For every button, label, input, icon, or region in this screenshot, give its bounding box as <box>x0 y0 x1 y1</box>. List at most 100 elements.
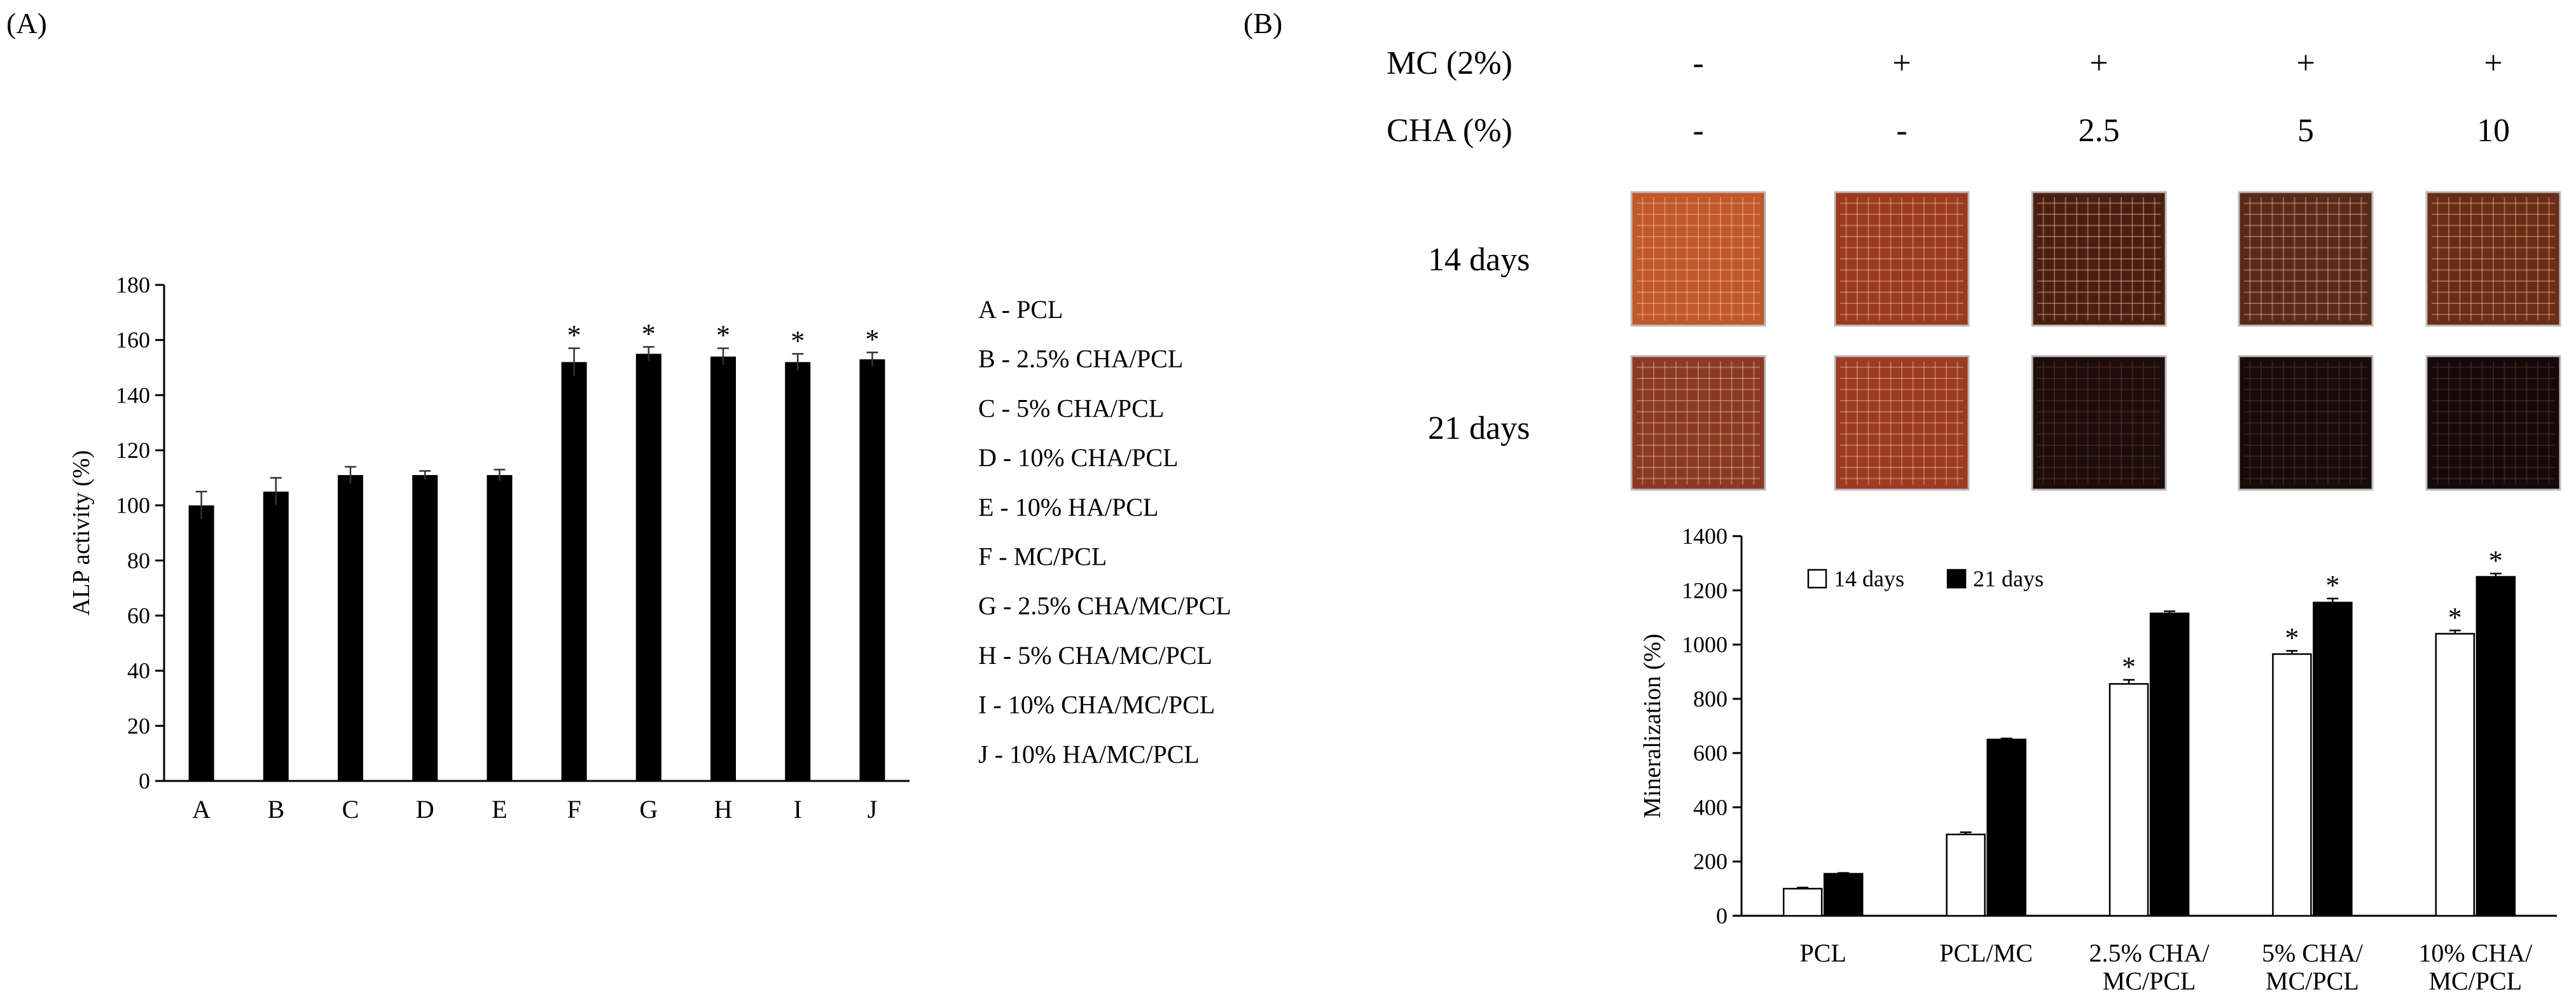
bar-14-days <box>2272 653 2312 917</box>
y-axis-title: ALP activity (%) <box>68 450 95 616</box>
y-tick-label: 80 <box>127 548 150 573</box>
x-tick-label: MC/PCL <box>2428 967 2522 994</box>
y-tick-label: 20 <box>127 713 150 738</box>
row-label-14-days: 14 days <box>1428 242 1530 278</box>
scaffold-photo <box>1834 355 1970 491</box>
bar-21-days <box>2313 602 2353 917</box>
x-tick-label: J <box>868 795 878 824</box>
mineralization-chart: 0 200 400 600 800 1000 1200 1400 PCL PCL/MC * 2.5% … <box>1639 523 2557 994</box>
bar-21-days <box>1823 873 1864 917</box>
scaffold-photo-table: MC (2%) CHA (%) 14 days 21 days - + + + + - - 2… <box>1387 45 2561 491</box>
significance-star: * <box>567 320 581 351</box>
legend-entry: A - PCL <box>978 295 1063 324</box>
scaffold-photo <box>1834 191 1970 327</box>
bar-21-days <box>2149 612 2190 917</box>
significance-star: * <box>791 325 805 356</box>
y-tick-label: 100 <box>116 493 150 518</box>
cha-value: - <box>1693 113 1703 149</box>
mc-value: + <box>2484 45 2502 81</box>
panel-a-label: (A) <box>6 7 47 39</box>
bar-14-days <box>2435 633 2476 917</box>
legend-label-21-days: 21 days <box>1973 566 2044 591</box>
scaffold-photo <box>2031 355 2167 491</box>
mc-value: + <box>1892 45 1911 81</box>
scaffold-photo <box>2425 355 2561 491</box>
significance-star: * <box>2325 570 2339 601</box>
x-tick-label: PCL <box>1800 939 1846 967</box>
bar-14-days <box>1946 833 1986 917</box>
legend-entry: D - 10% CHA/PCL <box>978 443 1178 472</box>
bar <box>487 475 513 781</box>
scaffold-photo <box>2031 191 2167 327</box>
bar-21-days <box>2476 576 2516 917</box>
mc-value: + <box>2089 45 2108 81</box>
mc-row-label: MC (2%) <box>1387 45 1513 81</box>
significance-star: * <box>2122 651 2136 682</box>
y-tick-label: 40 <box>127 658 150 684</box>
y-tick-label: 140 <box>116 382 150 408</box>
x-tick-label: D <box>416 795 434 824</box>
cha-value: - <box>1896 113 1907 149</box>
x-tick-label: I <box>794 795 802 824</box>
legend-swatch-14-days <box>1807 569 1827 589</box>
y-tick-label: 60 <box>127 603 150 628</box>
bar-14-days <box>2109 683 2149 917</box>
bar <box>412 475 438 781</box>
x-tick-label: 2.5% CHA/ <box>2089 939 2210 967</box>
y-tick-label: 200 <box>1693 849 1728 874</box>
cha-value: 10 <box>2477 113 2510 149</box>
bar-21-days <box>1986 738 2026 917</box>
x-tick-label: B <box>267 795 284 824</box>
bar <box>338 475 363 781</box>
x-tick-label: G <box>639 795 658 824</box>
mc-value: - <box>1693 45 1703 81</box>
significance-star: * <box>2448 602 2462 633</box>
legend-entry: E - 10% HA/PCL <box>978 493 1158 521</box>
legend-entry: J - 10% HA/MC/PCL <box>978 740 1200 768</box>
significance-star: * <box>2285 622 2299 653</box>
x-tick-label: C <box>342 795 359 824</box>
legend-swatch-21-days <box>1946 569 1967 589</box>
scaffold-photo <box>1630 191 1766 327</box>
legend-entry: F - MC/PCL <box>978 542 1107 571</box>
bar <box>635 354 661 781</box>
x-tick-label: MC/PCL <box>2266 967 2359 994</box>
y-tick-label: 0 <box>139 768 150 794</box>
x-tick-label: 10% CHA/ <box>2418 939 2533 967</box>
legend-entry: I - 10% CHA/MC/PCL <box>978 691 1215 719</box>
x-tick-label: A <box>192 795 211 824</box>
panel-b-label: (B) <box>1243 7 1282 39</box>
x-tick-label: F <box>567 795 581 824</box>
row-label-21-days: 21 days <box>1428 410 1530 446</box>
significance-star: * <box>2489 545 2503 576</box>
y-tick-label: 400 <box>1693 794 1728 820</box>
bar <box>710 356 736 781</box>
y-tick-label: 180 <box>116 272 150 298</box>
legend-entry: C - 5% CHA/PCL <box>978 394 1164 422</box>
alp-activity-chart: 0 20 40 60 80 100 120 140 160 180 A B C D E * F * G * H * I * J A… <box>68 272 910 824</box>
cha-value: 2.5 <box>2079 113 2120 149</box>
legend-entry: H - 5% CHA/MC/PCL <box>978 641 1212 670</box>
y-tick-label: 1000 <box>1682 632 1728 658</box>
bar <box>785 362 811 781</box>
scaffold-photo <box>2238 191 2374 327</box>
bar <box>859 359 885 781</box>
scaffold-photo <box>2238 355 2374 491</box>
legend-label-14-days: 14 days <box>1834 566 1904 591</box>
y-tick-label: 1400 <box>1682 523 1728 549</box>
cha-value: 5 <box>2297 113 2314 149</box>
significance-star: * <box>642 319 656 350</box>
legend-entry: G - 2.5% CHA/MC/PCL <box>978 591 1231 620</box>
mc-value: + <box>2296 45 2315 81</box>
significance-star: * <box>716 320 730 351</box>
bar <box>561 362 587 781</box>
legend-entry: B - 2.5% CHA/PCL <box>978 345 1183 373</box>
x-tick-label: E <box>492 795 507 824</box>
x-tick-label: MC/PCL <box>2103 967 2196 994</box>
y-tick-label: 800 <box>1693 686 1728 712</box>
alp-activity-legend: A - PCL B - 2.5% CHA/PCL C - 5% CHA/PCL D -… <box>978 295 1231 768</box>
y-tick-label: 600 <box>1693 740 1728 766</box>
scaffold-photo <box>2425 191 2561 327</box>
x-tick-label: PCL/MC <box>1939 939 2033 967</box>
y-tick-label: 160 <box>116 328 150 353</box>
